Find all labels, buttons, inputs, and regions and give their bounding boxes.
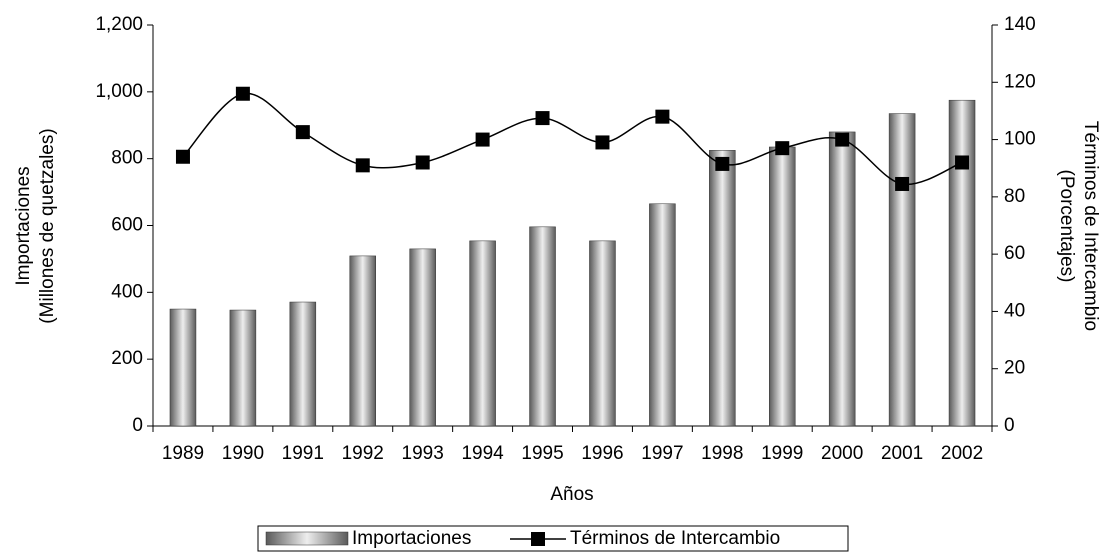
y-tick-label: 0 — [132, 415, 143, 436]
bar — [349, 255, 376, 427]
bar — [169, 308, 197, 427]
x-tick-label: 1991 — [282, 443, 324, 464]
x-tick-label: 2001 — [881, 443, 923, 464]
y2-tick-label: 40 — [1004, 300, 1025, 321]
x-tick-label: 1990 — [222, 443, 264, 464]
y-tick-label: 200 — [111, 348, 143, 369]
marker — [715, 156, 730, 171]
bar — [229, 309, 257, 427]
y2-tick-label: 80 — [1004, 186, 1025, 207]
y2-tick-label: 120 — [1004, 71, 1036, 92]
y2-tick-label: 100 — [1004, 129, 1036, 150]
bar — [769, 146, 796, 427]
marker — [415, 155, 430, 170]
marker — [175, 149, 190, 164]
y2-tick-label: 20 — [1004, 358, 1025, 379]
bar — [948, 99, 976, 427]
marker — [775, 141, 790, 156]
marker — [475, 132, 490, 147]
x-tick-label: 1994 — [461, 443, 504, 464]
marker — [955, 155, 970, 170]
marker — [895, 176, 910, 191]
marker — [295, 125, 310, 140]
bar — [289, 301, 317, 427]
marker — [535, 111, 550, 126]
marker — [835, 132, 850, 147]
legend-label: Términos de Intercambio — [570, 528, 780, 549]
y2-axis-label: (Porcentajes) — [1056, 170, 1077, 283]
y2-tick-label: 0 — [1004, 415, 1015, 436]
y-tick-label: 800 — [111, 148, 143, 169]
x-tick-label: 1999 — [761, 443, 803, 464]
bar — [828, 131, 856, 427]
y-tick-label: 600 — [111, 215, 143, 236]
y2-tick-label: 140 — [1004, 14, 1036, 35]
legend-label: Importaciones — [352, 528, 471, 549]
bar — [709, 150, 736, 427]
y-tick-label: 1,000 — [95, 81, 143, 102]
marker — [355, 158, 370, 173]
x-axis-label: Años — [550, 484, 593, 505]
bar — [649, 203, 676, 427]
x-tick-label: 1995 — [521, 443, 563, 464]
x-tick-label: 1992 — [342, 443, 384, 464]
marker — [595, 135, 610, 150]
x-tick-label: 1997 — [641, 443, 683, 464]
x-tick-label: 2000 — [821, 443, 863, 464]
y2-axis-label: Términos de Intercambio — [1080, 121, 1101, 331]
x-tick-label: 1989 — [162, 443, 204, 464]
bar — [888, 113, 916, 427]
y-tick-label: 1,200 — [95, 14, 143, 35]
y-axis-label: (Millones de quetzales) — [37, 128, 58, 323]
bar — [589, 240, 616, 427]
y2-tick-label: 60 — [1004, 243, 1025, 264]
bar — [409, 248, 436, 427]
x-tick-label: 1996 — [581, 443, 623, 464]
x-tick-label: 2002 — [941, 443, 983, 464]
legend-marker — [531, 532, 545, 546]
x-tick-label: 1998 — [701, 443, 743, 464]
y-tick-label: 400 — [111, 281, 143, 302]
marker — [235, 86, 250, 101]
y-axis-label: Importaciones — [13, 166, 34, 285]
legend-swatch — [265, 531, 349, 546]
x-tick-label: 1993 — [402, 443, 444, 464]
marker — [655, 109, 670, 124]
bar — [469, 240, 496, 427]
bar — [529, 226, 556, 427]
